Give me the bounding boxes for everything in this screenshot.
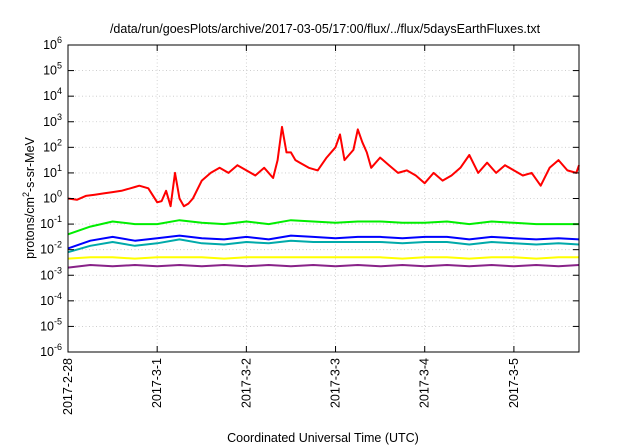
x-tick-label: 2017-3-4 bbox=[418, 358, 432, 408]
y-tick-label: 10-2 bbox=[40, 240, 62, 257]
y-tick-label-base: 10 bbox=[40, 243, 54, 257]
y-tick-label-base: 10 bbox=[40, 268, 54, 282]
y-tick-label-base: 10 bbox=[43, 140, 57, 154]
y-tick-label-base: 10 bbox=[40, 294, 54, 308]
x-tick-label: 2017-3-2 bbox=[239, 358, 253, 408]
y-tick-label: 104 bbox=[43, 86, 62, 103]
y-tick-label-base: 10 bbox=[40, 319, 54, 333]
y-tick-label: 10-5 bbox=[40, 316, 62, 333]
y-tick-label-base: 10 bbox=[43, 166, 57, 180]
y-tick-label: 105 bbox=[43, 61, 62, 78]
y-tick-label: 10-3 bbox=[40, 265, 62, 282]
grid bbox=[67, 45, 579, 352]
chart-title: /data/run/goesPlots/archive/2017-03-05/1… bbox=[110, 22, 541, 36]
series-line-5 bbox=[67, 264, 580, 269]
y-tick-label-exponent: -5 bbox=[54, 316, 62, 326]
y-tick-label-exponent: 1 bbox=[57, 163, 62, 173]
y-tick-label-base: 10 bbox=[43, 64, 57, 78]
y-tick-label-base: 10 bbox=[43, 38, 57, 52]
y-tick-label: 100 bbox=[43, 189, 62, 206]
x-tick-label: 2017-3-5 bbox=[507, 358, 521, 408]
y-tick-label: 103 bbox=[43, 112, 62, 129]
y-tick-label: 10-1 bbox=[40, 214, 62, 231]
y-tick-label-exponent: -2 bbox=[54, 240, 62, 250]
y-tick-label-exponent: 3 bbox=[57, 112, 62, 122]
y-tick-label-base: 10 bbox=[40, 217, 54, 231]
x-tick-label: 2017-3-3 bbox=[329, 358, 343, 408]
y-axis-label-main: protons/cm bbox=[23, 197, 37, 259]
y-tick-label-exponent: 4 bbox=[57, 86, 62, 96]
series-line-2 bbox=[67, 238, 580, 254]
y-tick-label-exponent: 0 bbox=[57, 189, 62, 199]
y-tick-label-exponent: 6 bbox=[57, 35, 62, 45]
y-axis-label-superscript: 2 bbox=[21, 192, 31, 197]
series-line-3 bbox=[67, 234, 580, 250]
y-axis: 10-610-510-410-310-210-11001011021031041… bbox=[40, 35, 579, 359]
y-tick-label-exponent: -6 bbox=[54, 342, 62, 352]
x-tick-label: 2017-3-1 bbox=[150, 358, 164, 408]
y-axis-label-rest: -s-sr-MeV bbox=[23, 136, 37, 192]
y-axis-label: protons/cm2-s-sr-MeV bbox=[21, 136, 37, 258]
y-tick-label-exponent: 5 bbox=[57, 61, 62, 71]
y-tick-label-exponent: 2 bbox=[57, 137, 62, 147]
y-tick-label-base: 10 bbox=[43, 115, 57, 129]
y-tick-label: 101 bbox=[43, 163, 62, 180]
y-tick-label: 10-6 bbox=[40, 342, 62, 359]
x-axis-label: Coordinated Universal Time (UTC) bbox=[227, 431, 419, 445]
y-tick-label-base: 10 bbox=[43, 192, 57, 206]
series-line-1 bbox=[67, 219, 579, 236]
y-tick-label-exponent: -4 bbox=[54, 291, 62, 301]
y-tick-label-base: 10 bbox=[40, 345, 54, 359]
y-tick-label-exponent: -1 bbox=[54, 214, 62, 224]
x-tick-label: 2017-2-28 bbox=[61, 358, 75, 415]
y-tick-label-base: 10 bbox=[43, 89, 57, 103]
series-group bbox=[67, 125, 580, 269]
y-tick-label: 106 bbox=[43, 35, 62, 52]
y-tick-label: 10-4 bbox=[40, 291, 62, 308]
x-axis: 2017-2-28 2017-3-1 2017-3-2 2017-3-3 2017-3-… bbox=[61, 45, 521, 415]
y-tick-label: 102 bbox=[43, 137, 62, 154]
series-line-0 bbox=[67, 125, 580, 208]
series-line-4 bbox=[67, 256, 579, 260]
y-tick-label-exponent: -3 bbox=[54, 265, 62, 275]
